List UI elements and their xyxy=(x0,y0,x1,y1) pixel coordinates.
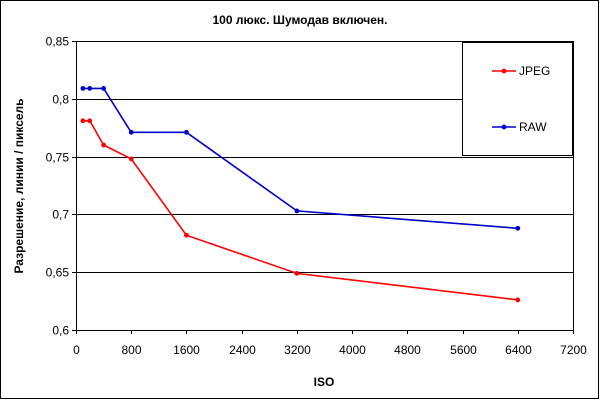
data-point-jpeg xyxy=(184,232,189,238)
y-tick-label: 0,7 xyxy=(52,208,69,222)
x-axis-label: ISO xyxy=(314,375,335,389)
data-point-raw xyxy=(128,129,134,135)
y-axis-label: Разрешение, линии / пиксель xyxy=(12,98,26,273)
x-tick-label: 1600 xyxy=(173,343,200,357)
tick-labels: 0,6 0,65 0,7 0,75 0,8 0,85 0 800 1600 2400 3200 400… xyxy=(46,35,588,358)
x-tick-label: 2400 xyxy=(229,343,256,357)
x-tick-label: 6400 xyxy=(505,343,532,357)
data-point-jpeg xyxy=(87,118,93,124)
chart-title: 100 люкс. Шумодав включен. xyxy=(212,13,387,27)
data-point-jpeg xyxy=(128,156,134,162)
x-tick-label: 4000 xyxy=(339,343,366,357)
legend-marker-raw xyxy=(501,124,507,130)
gridlines xyxy=(76,41,573,273)
data-point-jpeg xyxy=(101,142,107,148)
data-point-raw xyxy=(294,208,300,214)
y-tick-label: 0,8 xyxy=(52,93,69,107)
y-tick-label: 0,6 xyxy=(52,324,69,338)
legend-marker-jpeg xyxy=(501,68,507,74)
y-tick-label: 0,85 xyxy=(46,35,70,49)
legend-label-jpeg: JPEG xyxy=(519,64,550,78)
x-tick-label: 7200 xyxy=(560,343,587,357)
legend-label-raw: RAW xyxy=(519,120,547,134)
x-tick-label: 5600 xyxy=(450,343,477,357)
data-point-raw xyxy=(80,85,86,91)
x-tick-label: 3200 xyxy=(284,343,311,357)
y-tick-label: 0,75 xyxy=(46,151,70,165)
x-tick-label: 800 xyxy=(121,343,141,357)
data-point-raw xyxy=(515,225,521,231)
axes xyxy=(72,41,574,334)
legend: JPEG RAW xyxy=(462,42,573,156)
data-point-jpeg xyxy=(515,297,521,303)
x-tick-label: 0 xyxy=(73,343,80,357)
legend-box xyxy=(462,42,573,156)
data-point-raw xyxy=(184,129,189,135)
data-point-raw xyxy=(87,85,93,91)
data-point-jpeg xyxy=(294,270,300,276)
x-tick-label: 4800 xyxy=(394,343,421,357)
y-tick-label: 0,65 xyxy=(46,266,70,280)
data-point-raw xyxy=(101,85,107,91)
data-series xyxy=(80,85,521,303)
data-point-jpeg xyxy=(80,118,86,124)
